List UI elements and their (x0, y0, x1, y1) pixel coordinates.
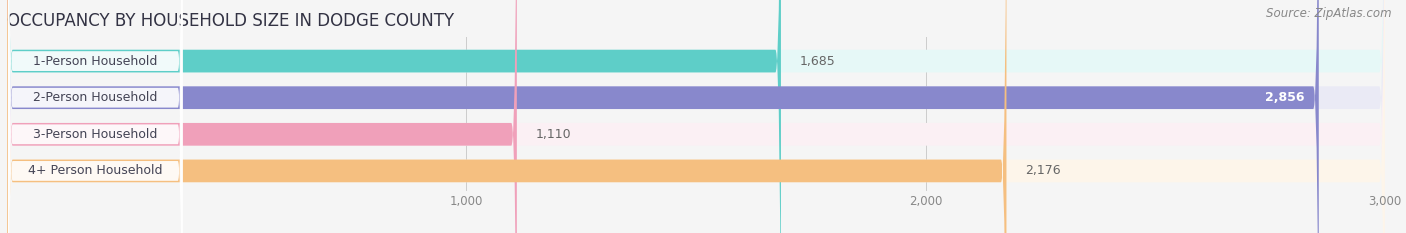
FancyBboxPatch shape (7, 0, 517, 233)
FancyBboxPatch shape (7, 0, 1007, 233)
FancyBboxPatch shape (8, 0, 183, 233)
Text: 1,110: 1,110 (536, 128, 571, 141)
Text: 2,856: 2,856 (1265, 91, 1305, 104)
Text: 3-Person Household: 3-Person Household (32, 128, 157, 141)
FancyBboxPatch shape (7, 0, 1385, 233)
Text: 4+ Person Household: 4+ Person Household (28, 164, 163, 177)
Text: 1-Person Household: 1-Person Household (32, 55, 157, 68)
Text: 2-Person Household: 2-Person Household (32, 91, 157, 104)
FancyBboxPatch shape (8, 0, 183, 233)
FancyBboxPatch shape (7, 0, 1385, 233)
FancyBboxPatch shape (7, 0, 1319, 233)
Text: Source: ZipAtlas.com: Source: ZipAtlas.com (1267, 7, 1392, 20)
Text: OCCUPANCY BY HOUSEHOLD SIZE IN DODGE COUNTY: OCCUPANCY BY HOUSEHOLD SIZE IN DODGE COU… (7, 12, 454, 30)
FancyBboxPatch shape (8, 0, 183, 233)
Text: 2,176: 2,176 (1025, 164, 1060, 177)
FancyBboxPatch shape (7, 0, 1385, 233)
FancyBboxPatch shape (7, 0, 780, 233)
FancyBboxPatch shape (7, 0, 1385, 233)
Text: 1,685: 1,685 (799, 55, 835, 68)
FancyBboxPatch shape (8, 0, 183, 233)
